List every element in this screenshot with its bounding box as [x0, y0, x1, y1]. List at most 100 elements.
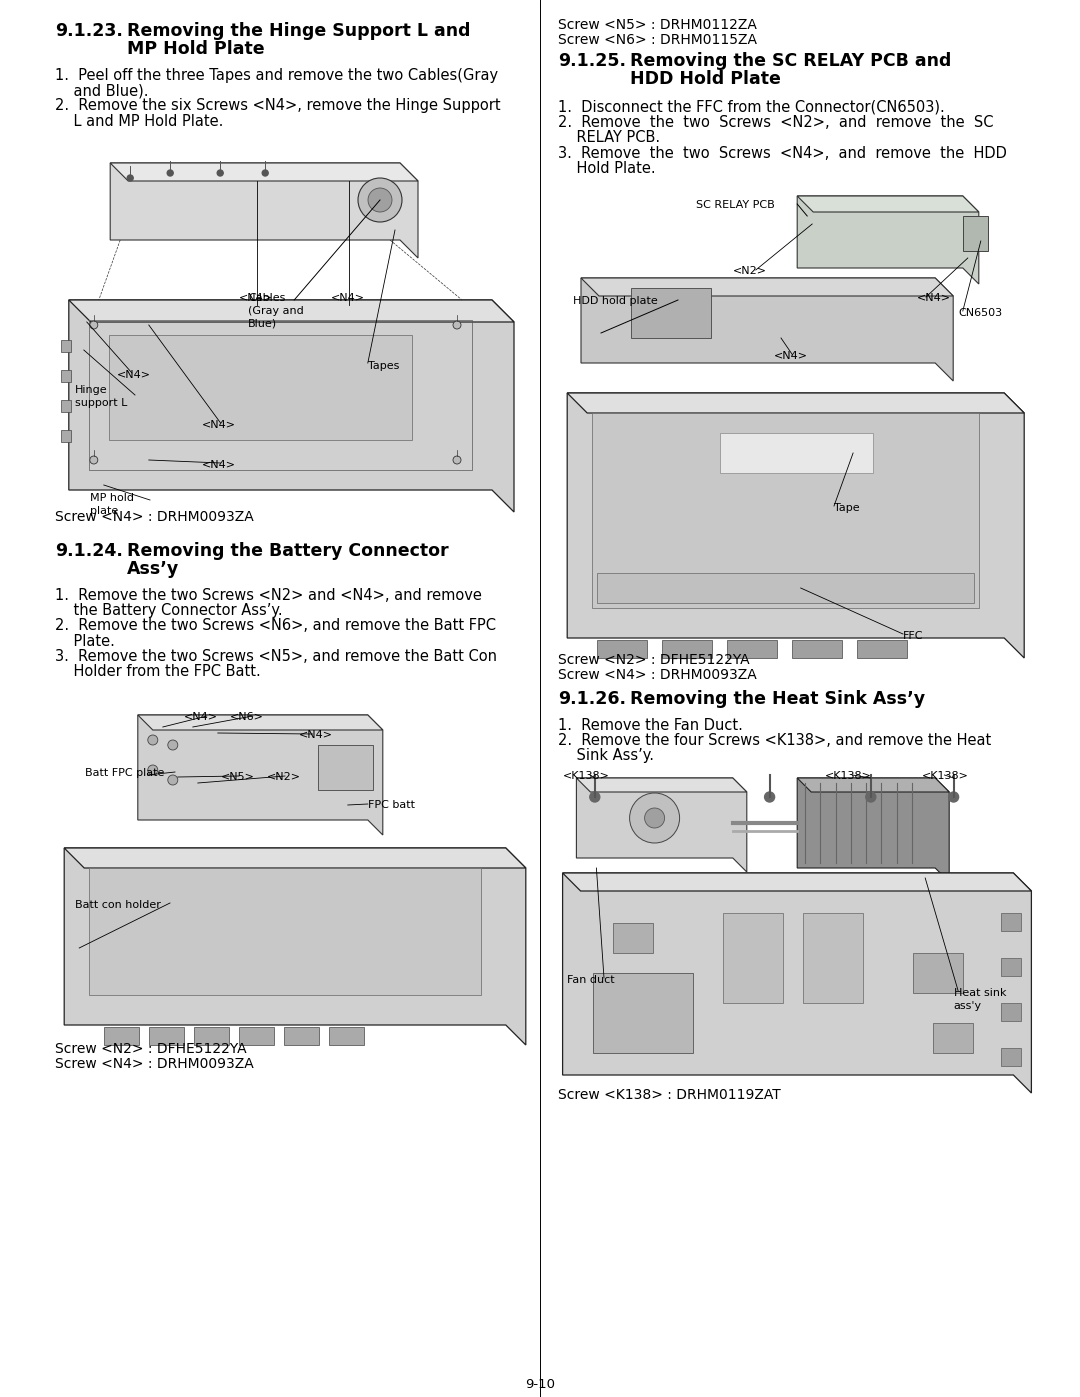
Polygon shape: [567, 393, 1024, 414]
Text: Screw <K138> : DRHM0119ZAT: Screw <K138> : DRHM0119ZAT: [558, 1088, 781, 1102]
Circle shape: [127, 175, 133, 182]
Text: Screw <N5> : DRHM0112ZA: Screw <N5> : DRHM0112ZA: [558, 18, 757, 32]
Bar: [55, 145, 515, 504]
Bar: [60, 370, 71, 381]
Text: <K138>: <K138>: [825, 771, 872, 781]
Circle shape: [90, 321, 98, 330]
Bar: [858, 640, 907, 658]
Text: Screw <N2> : DFHE5122YA: Screw <N2> : DFHE5122YA: [55, 1042, 246, 1056]
Bar: [239, 1027, 274, 1045]
Text: <N4>: <N4>: [299, 731, 333, 740]
Circle shape: [90, 455, 98, 464]
Polygon shape: [69, 300, 514, 511]
Bar: [720, 433, 873, 474]
Text: Hinge: Hinge: [75, 386, 108, 395]
Circle shape: [948, 792, 959, 802]
Text: <N4>: <N4>: [202, 420, 237, 430]
Polygon shape: [138, 715, 382, 731]
Circle shape: [357, 177, 402, 222]
Text: 1.  Remove the Fan Duct.: 1. Remove the Fan Duct.: [558, 718, 743, 733]
Text: MP Hold Plate: MP Hold Plate: [127, 41, 265, 59]
Circle shape: [866, 792, 876, 802]
Bar: [727, 640, 778, 658]
Text: 3.  Remove  the  two  Screws  <N4>,  and  remove  the  HDD: 3. Remove the two Screws <N4>, and remov…: [558, 145, 1007, 161]
Text: <N4>: <N4>: [202, 460, 237, 469]
Bar: [793, 640, 842, 658]
Text: 9.1.26.: 9.1.26.: [558, 690, 626, 708]
Text: Heat sink: Heat sink: [954, 988, 1007, 997]
Text: Batt con holder: Batt con holder: [75, 900, 161, 909]
Circle shape: [645, 807, 664, 828]
Circle shape: [453, 321, 461, 330]
Circle shape: [148, 766, 158, 775]
Bar: [723, 914, 783, 1003]
Bar: [597, 640, 647, 658]
Circle shape: [167, 740, 178, 750]
Text: 2.  Remove the four Screws <K138>, and remove the Heat: 2. Remove the four Screws <K138>, and re…: [558, 733, 991, 749]
Bar: [60, 400, 71, 412]
Text: HDD hold plate: HDD hold plate: [573, 296, 658, 306]
Polygon shape: [581, 278, 954, 296]
Text: <N4>: <N4>: [117, 370, 151, 380]
Polygon shape: [797, 196, 978, 212]
Circle shape: [148, 735, 158, 745]
Text: <N2>: <N2>: [733, 265, 767, 277]
Text: 9.1.23.: 9.1.23.: [55, 22, 123, 41]
Bar: [612, 923, 652, 953]
Bar: [55, 700, 515, 1035]
Text: <N4>: <N4>: [774, 351, 808, 360]
Text: <N4>: <N4>: [239, 293, 273, 303]
Bar: [104, 1027, 139, 1045]
Polygon shape: [138, 715, 382, 835]
Text: support L: support L: [75, 398, 127, 408]
Polygon shape: [797, 196, 978, 284]
Bar: [593, 972, 692, 1053]
Text: Screw <N4> : DRHM0093ZA: Screw <N4> : DRHM0093ZA: [55, 1058, 254, 1071]
Polygon shape: [577, 778, 746, 792]
Bar: [149, 1027, 185, 1045]
Text: Tapes: Tapes: [368, 360, 400, 372]
Bar: [1001, 1003, 1022, 1021]
Bar: [318, 745, 373, 789]
Circle shape: [765, 792, 774, 802]
Bar: [592, 414, 980, 608]
Text: 1.  Peel off the three Tapes and remove the two Cables(Gray: 1. Peel off the three Tapes and remove t…: [55, 68, 498, 82]
Circle shape: [167, 775, 178, 785]
Polygon shape: [110, 163, 418, 258]
Text: CN6503: CN6503: [958, 307, 1002, 319]
Text: MP hold: MP hold: [90, 493, 134, 503]
Text: Removing the Hinge Support L and: Removing the Hinge Support L and: [127, 22, 471, 41]
Text: HDD Hold Plate: HDD Hold Plate: [630, 70, 781, 88]
Text: 9.1.24.: 9.1.24.: [55, 542, 123, 560]
Bar: [1001, 958, 1022, 977]
Text: RELAY PCB.: RELAY PCB.: [558, 130, 660, 145]
Polygon shape: [563, 873, 1031, 891]
Text: 1.  Disconnect the FFC from the Connector(CN6503).: 1. Disconnect the FFC from the Connector…: [558, 101, 945, 115]
Bar: [558, 177, 1018, 648]
Text: 9-10: 9-10: [525, 1377, 555, 1391]
Circle shape: [262, 170, 268, 176]
Polygon shape: [64, 848, 526, 868]
Text: <K138>: <K138>: [563, 771, 609, 781]
Circle shape: [217, 170, 224, 176]
Text: SC RELAY PCB: SC RELAY PCB: [696, 200, 774, 210]
Polygon shape: [797, 778, 949, 792]
Bar: [1001, 914, 1022, 930]
Text: Screw <N4> : DRHM0093ZA: Screw <N4> : DRHM0093ZA: [55, 510, 254, 524]
Text: <N5>: <N5>: [220, 773, 255, 782]
Text: <N6>: <N6>: [230, 712, 264, 722]
Text: 1.  Remove the two Screws <N2> and <N4>, and remove: 1. Remove the two Screws <N2> and <N4>, …: [55, 588, 482, 604]
Text: (Gray and: (Gray and: [248, 306, 303, 316]
Text: Batt FPC plate: Batt FPC plate: [85, 768, 164, 778]
Text: Cables: Cables: [248, 293, 285, 303]
Bar: [284, 1027, 320, 1045]
Text: FPC batt: FPC batt: [368, 800, 415, 810]
Text: Blue): Blue): [248, 319, 278, 330]
Text: Holder from the FPC Batt.: Holder from the FPC Batt.: [55, 664, 260, 679]
Text: 2.  Remove the two Screws <N6>, and remove the Batt FPC: 2. Remove the two Screws <N6>, and remov…: [55, 619, 496, 633]
Text: and Blue).: and Blue).: [55, 84, 149, 98]
Text: Hold Plate.: Hold Plate.: [558, 161, 656, 176]
Circle shape: [167, 170, 173, 176]
Bar: [1001, 1048, 1022, 1066]
Polygon shape: [577, 778, 746, 872]
